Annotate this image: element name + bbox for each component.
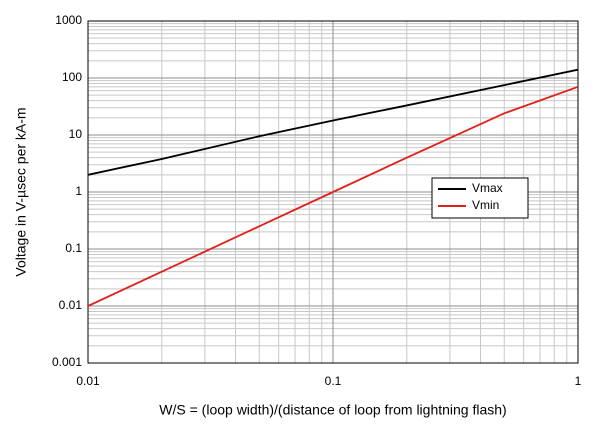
y-tick-label: 1 bbox=[75, 184, 82, 198]
series-line bbox=[88, 68, 578, 176]
x-tick-label: 0.1 bbox=[325, 374, 342, 388]
series-line bbox=[88, 85, 578, 307]
y-tick-label: 0.1 bbox=[65, 241, 82, 255]
plot-frame bbox=[87, 20, 579, 364]
y-tick-label: 10 bbox=[69, 127, 83, 141]
y-tick-label: 0.01 bbox=[59, 298, 83, 312]
x-axis-title: W/S = (loop width)/(distance of loop fro… bbox=[159, 402, 506, 418]
x-tick-label: 1 bbox=[575, 374, 582, 388]
y-axis-title: Voltage in V-µsec per kA-m bbox=[13, 107, 29, 276]
legend-box bbox=[431, 177, 529, 219]
legend-label: Vmax bbox=[472, 181, 503, 195]
y-tick-label: 0.001 bbox=[52, 355, 82, 369]
legend-label: Vmin bbox=[472, 198, 499, 212]
y-tick-label: 1000 bbox=[55, 13, 82, 27]
x-tick-label: 0.01 bbox=[76, 374, 100, 388]
y-tick-label: 100 bbox=[62, 70, 82, 84]
